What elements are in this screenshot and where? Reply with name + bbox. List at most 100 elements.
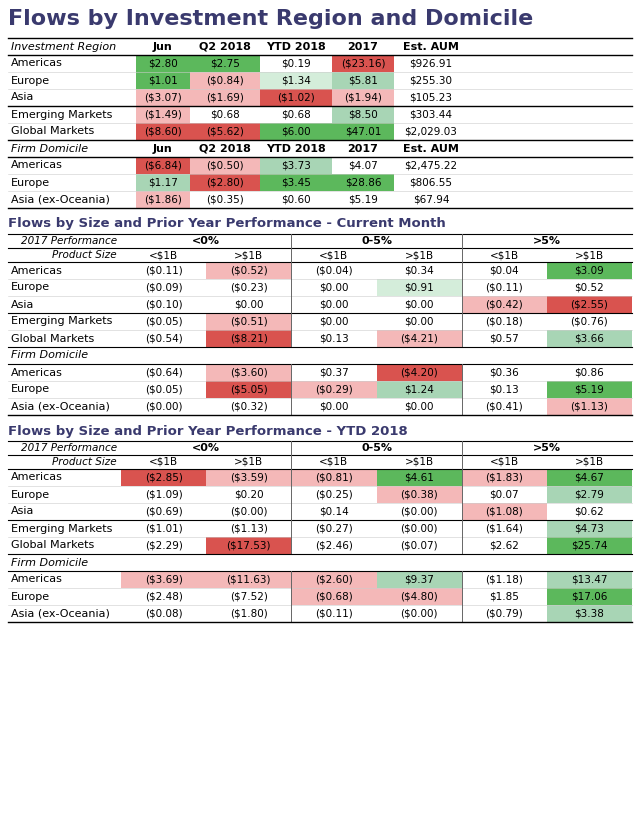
Text: ($0.23): ($0.23) (230, 282, 268, 292)
Text: ($5.05): ($5.05) (230, 384, 268, 394)
Bar (206, 262, 291, 279)
Text: $0.62: $0.62 (575, 507, 604, 517)
Text: $2,029.03: $2,029.03 (404, 126, 458, 136)
Text: ($2.60): ($2.60) (315, 574, 353, 584)
Text: <0%: <0% (192, 443, 220, 453)
Text: ($2.80): ($2.80) (206, 178, 244, 188)
Bar (547, 537, 632, 554)
Text: ($2.55): ($2.55) (570, 299, 609, 309)
Text: <0%: <0% (192, 236, 220, 246)
Bar (190, 123, 260, 140)
Text: $0.68: $0.68 (281, 109, 311, 119)
Text: Global Markets: Global Markets (11, 540, 94, 551)
Text: $2.75: $2.75 (210, 59, 240, 69)
Bar (376, 364, 461, 381)
Text: $105.23: $105.23 (410, 92, 452, 103)
Text: Flows by Investment Region and Domicile: Flows by Investment Region and Domicile (8, 9, 533, 29)
Text: ($4.80): ($4.80) (400, 592, 438, 601)
Bar (291, 381, 376, 398)
Text: ($0.29): ($0.29) (315, 384, 353, 394)
Text: ($0.00): ($0.00) (401, 524, 438, 534)
Bar (291, 588, 376, 605)
Text: $5.81: $5.81 (348, 76, 378, 86)
Text: ($1.02): ($1.02) (277, 92, 315, 103)
Text: Americas: Americas (11, 59, 63, 69)
Bar (376, 486, 461, 503)
Bar (547, 520, 632, 537)
Text: Americas: Americas (11, 574, 63, 584)
Text: $0.86: $0.86 (575, 367, 604, 378)
Text: ($4.20): ($4.20) (400, 367, 438, 378)
Text: ($0.51): ($0.51) (230, 317, 268, 326)
Text: ($1.09): ($1.09) (145, 490, 182, 499)
Bar (332, 123, 394, 140)
Text: ($3.59): ($3.59) (230, 472, 268, 482)
Text: $4.61: $4.61 (404, 472, 434, 482)
Text: <$1B: <$1B (490, 250, 519, 260)
Text: ($1.83): ($1.83) (485, 472, 523, 482)
Text: Global Markets: Global Markets (11, 126, 94, 136)
Bar (291, 571, 376, 588)
Text: Asia: Asia (11, 299, 35, 309)
Bar (136, 174, 190, 191)
Text: Firm Domicile: Firm Domicile (11, 351, 88, 361)
Bar (376, 330, 461, 347)
Text: $0.00: $0.00 (404, 317, 434, 326)
Text: $0.34: $0.34 (404, 265, 434, 276)
Bar (547, 486, 632, 503)
Bar (332, 55, 394, 72)
Text: >5%: >5% (533, 236, 561, 246)
Text: $0.13: $0.13 (319, 334, 349, 344)
Text: ($0.50): ($0.50) (206, 161, 244, 171)
Text: $0.68: $0.68 (210, 109, 240, 119)
Text: $3.66: $3.66 (575, 334, 604, 344)
Text: ($0.10): ($0.10) (145, 299, 182, 309)
Text: ($8.60): ($8.60) (144, 126, 182, 136)
Text: Europe: Europe (11, 178, 50, 188)
Text: $5.19: $5.19 (575, 384, 604, 394)
Text: ($1.13): ($1.13) (570, 401, 609, 411)
Bar (136, 89, 190, 106)
Bar (547, 398, 632, 415)
Text: $1.01: $1.01 (148, 76, 178, 86)
Text: ($0.64): ($0.64) (145, 367, 182, 378)
Text: $806.55: $806.55 (410, 178, 452, 188)
Text: Global Markets: Global Markets (11, 334, 94, 344)
Text: <$1B: <$1B (490, 457, 519, 467)
Text: ($3.69): ($3.69) (145, 574, 182, 584)
Text: ($0.35): ($0.35) (206, 194, 244, 205)
Text: $0.00: $0.00 (319, 317, 349, 326)
Text: $25.74: $25.74 (571, 540, 607, 551)
Bar (260, 157, 332, 174)
Text: Emerging Markets: Emerging Markets (11, 109, 113, 119)
Text: ($1.08): ($1.08) (485, 507, 523, 517)
Text: Q2 2018: Q2 2018 (199, 144, 251, 153)
Text: ($0.09): ($0.09) (145, 282, 182, 292)
Text: 2017: 2017 (348, 42, 378, 51)
Text: $67.94: $67.94 (413, 194, 449, 205)
Text: $0.00: $0.00 (319, 282, 349, 292)
Bar (376, 469, 461, 486)
Text: $0.13: $0.13 (490, 384, 519, 394)
Text: $8.50: $8.50 (348, 109, 378, 119)
Bar (547, 262, 632, 279)
Bar (190, 72, 260, 89)
Text: ($11.63): ($11.63) (227, 574, 271, 584)
Bar (190, 157, 260, 174)
Bar (547, 330, 632, 347)
Text: Product Size: Product Size (52, 250, 117, 260)
Bar (206, 571, 291, 588)
Text: ($0.18): ($0.18) (485, 317, 523, 326)
Bar (547, 296, 632, 313)
Text: ($8.21): ($8.21) (230, 334, 268, 344)
Text: $3.38: $3.38 (575, 609, 604, 619)
Text: $1.34: $1.34 (281, 76, 311, 86)
Text: $3.45: $3.45 (281, 178, 311, 188)
Bar (206, 364, 291, 381)
Text: Investment Region: Investment Region (11, 42, 116, 51)
Text: ($1.01): ($1.01) (145, 524, 182, 534)
Text: >$1B: >$1B (234, 250, 263, 260)
Text: >5%: >5% (533, 443, 561, 453)
Bar (136, 123, 190, 140)
Text: $13.47: $13.47 (571, 574, 607, 584)
